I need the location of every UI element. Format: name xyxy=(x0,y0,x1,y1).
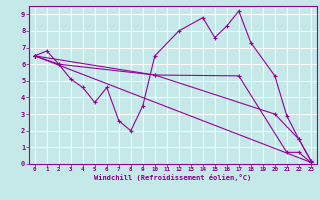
X-axis label: Windchill (Refroidissement éolien,°C): Windchill (Refroidissement éolien,°C) xyxy=(94,174,252,181)
